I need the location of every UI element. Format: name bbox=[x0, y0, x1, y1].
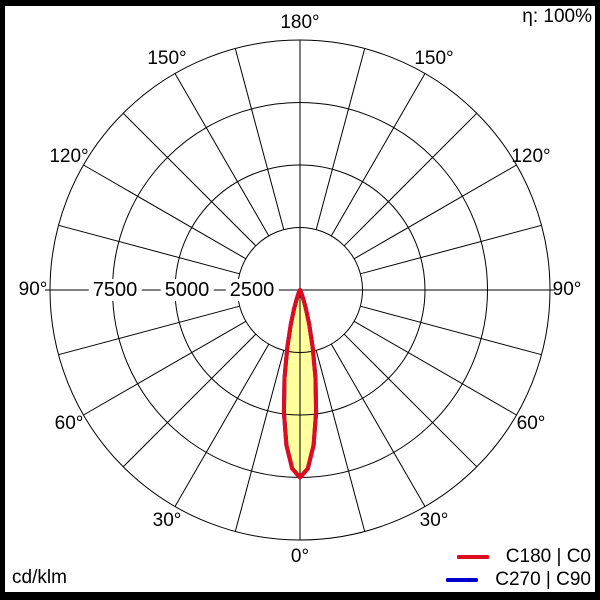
angle-label-90-right: 90° bbox=[552, 279, 582, 300]
legend-item-c270-c90: C270 | C90 bbox=[446, 570, 591, 590]
legend: C180 | C0 C270 | C90 bbox=[446, 547, 591, 590]
legend-item-c180-c0: C180 | C0 bbox=[456, 546, 591, 567]
efficiency-label: η: 100% bbox=[522, 6, 592, 27]
legend-line-red-icon bbox=[456, 555, 489, 559]
legend-label-c180-c0: C180 | C0 bbox=[505, 546, 591, 567]
angle-label-150-right: 150° bbox=[414, 48, 454, 69]
angle-label-0: 0° bbox=[290, 546, 310, 567]
angle-label-180: 180° bbox=[280, 12, 320, 33]
radial-tick-label-2500: 2500 bbox=[225, 279, 279, 301]
unit-label: cd/klm bbox=[12, 567, 67, 588]
angle-label-30-right: 30° bbox=[419, 510, 449, 531]
angle-label-120-left: 120° bbox=[49, 146, 89, 167]
radial-tick-label-7500: 7500 bbox=[88, 279, 142, 301]
angle-label-90-left: 90° bbox=[18, 279, 48, 300]
angle-label-60-right: 60° bbox=[516, 413, 546, 434]
angle-label-120-right: 120° bbox=[511, 146, 551, 167]
polar-grid bbox=[45, 39, 555, 541]
intensity-curves bbox=[281, 288, 319, 480]
legend-line-blue-icon bbox=[446, 578, 479, 582]
angle-label-30-left: 30° bbox=[152, 510, 182, 531]
angle-label-60-left: 60° bbox=[54, 413, 84, 434]
radial-tick-label-5000: 5000 bbox=[160, 279, 214, 301]
legend-label-c270-c90: C270 | C90 bbox=[495, 569, 591, 590]
angle-label-150-left: 150° bbox=[147, 48, 187, 69]
